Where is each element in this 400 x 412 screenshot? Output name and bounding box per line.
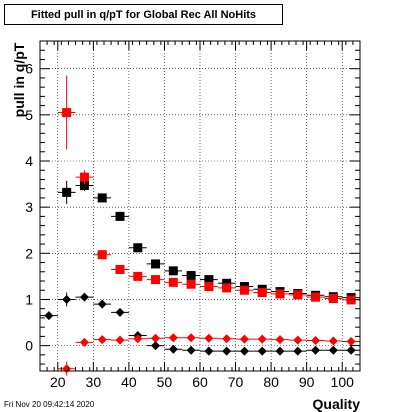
x-tick-label: 20 [50,374,66,390]
data-point-square [115,264,125,274]
data-point-diamond [79,292,89,302]
y-tick-label: 6 [25,61,33,77]
data-point-square [186,279,196,289]
series-4 [57,333,360,376]
data-point-diamond [133,334,143,344]
data-point-square [186,270,196,280]
data-point-diamond [97,299,107,309]
data-point-diamond [151,333,161,343]
data-point-square [151,275,161,285]
data-point-square [62,108,72,118]
data-point-diamond [257,346,267,356]
y-tick-label: 0 [25,338,33,354]
y-tick-label: 2 [25,245,33,261]
data-point-square [311,292,321,302]
data-point-diamond [44,311,54,321]
x-tick-label: 80 [263,374,279,390]
data-point-diamond [328,336,338,346]
data-point-diamond [151,341,161,351]
data-point-square [115,211,125,221]
data-point-diamond [346,345,356,355]
data-point-square [133,243,143,253]
data-point-square [97,250,107,260]
data-point-diamond [204,333,214,343]
x-tick-label: 70 [228,374,244,390]
data-series [40,75,360,376]
data-point-square [97,193,107,203]
data-point-diamond [328,345,338,355]
axis-ticks: 20 30 40 50 60 70 80 90 100 0 1 2 3 4 5 6 [25,41,361,390]
data-point-diamond [204,346,214,356]
data-point-diamond [222,334,232,344]
timestamp: Fri Nov 20 09:42:14 2020 [4,400,95,409]
data-point-square [204,282,214,292]
y-tick-label: 1 [25,291,33,307]
data-point-diamond [62,294,72,304]
y-axis-label: pull in q/pT [11,42,27,118]
x-tick-label: 100 [331,374,355,390]
x-tick-label: 90 [299,374,315,390]
x-axis-label: Quality [312,396,360,412]
data-point-square [133,271,143,281]
data-point-diamond [115,335,125,345]
x-tick-label: 60 [192,374,208,390]
data-point-diamond [275,335,285,345]
data-point-diamond [239,334,249,344]
y-tick-label: 3 [25,199,33,215]
data-point-square [222,283,232,293]
chart-title: Fitted pull in q/pT for Global Rec All N… [4,4,283,25]
data-point-square [328,294,338,304]
data-point-diamond [168,344,178,354]
data-point-square [151,259,161,269]
x-tick-label: 40 [121,374,137,390]
data-point-diamond [115,307,125,317]
data-point-diamond [293,346,303,356]
data-point-square [239,285,249,295]
data-point-diamond [346,336,356,346]
data-point-diamond [168,333,178,343]
data-point-diamond [222,346,232,356]
data-point-diamond [311,345,321,355]
y-tick-label: 4 [25,153,33,169]
grid-lines [40,41,360,371]
data-point-square [79,180,89,190]
data-point-diamond [97,335,107,345]
data-point-diamond [257,334,267,344]
series-2 [57,75,360,305]
data-point-square [168,266,178,276]
data-point-square [275,289,285,299]
y-tick-label: 5 [25,107,33,123]
data-point-diamond [239,346,249,356]
data-point-diamond [311,336,321,346]
data-point-square [257,288,267,298]
data-point-diamond [62,364,72,374]
data-point-square [79,172,89,182]
data-point-square [293,290,303,300]
data-point-diamond [293,335,303,345]
x-tick-label: 30 [86,374,102,390]
data-point-diamond [79,337,89,347]
data-point-diamond [186,333,196,343]
data-point-diamond [186,345,196,355]
x-tick-label: 50 [157,374,173,390]
data-point-square [204,275,214,285]
data-point-square [222,278,232,288]
data-point-diamond [275,346,285,356]
data-point-square [168,277,178,287]
data-point-square [62,187,72,197]
